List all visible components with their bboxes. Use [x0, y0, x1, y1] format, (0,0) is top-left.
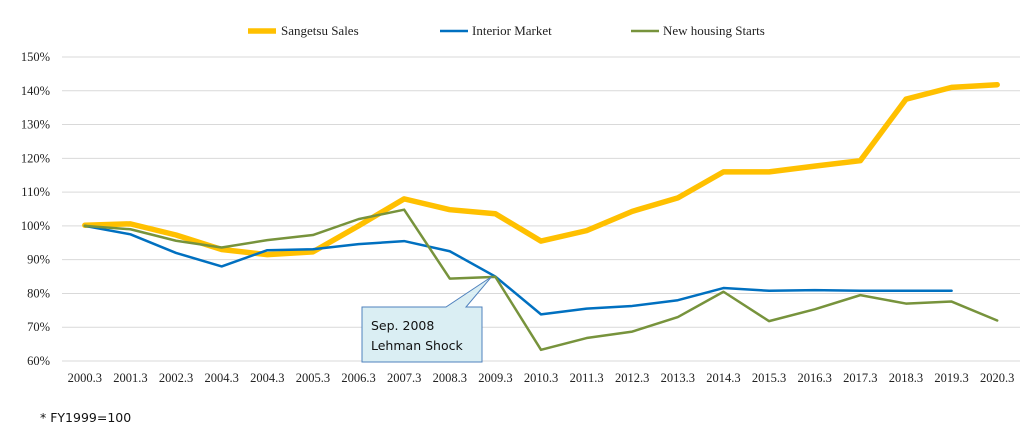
x-tick-label: 2007.3	[387, 371, 421, 385]
x-tick-label: 2018.3	[889, 371, 923, 385]
gridlines	[62, 56, 1020, 362]
x-tick-label: 2011.3	[570, 371, 604, 385]
series-line-new-housing-starts	[83, 208, 999, 352]
y-tick-label: 150%	[21, 50, 50, 64]
legend: Sangetsu Sales Interior Market New housing…	[248, 23, 765, 38]
y-tick-label: 70%	[27, 320, 50, 334]
footnote: * FY1999=100	[40, 410, 131, 425]
x-tick-label: 2002.3	[159, 371, 193, 385]
x-tick-label: 2000.3	[68, 371, 102, 385]
x-tick-label: 2004.3	[204, 371, 238, 385]
series-line-sangetsu-sales	[82, 81, 1000, 258]
series-line-interior-market	[83, 224, 953, 316]
x-tick-label: 2009.3	[478, 371, 512, 385]
x-tick-label: 2013.3	[661, 371, 695, 385]
callout-box	[361, 276, 492, 363]
y-tick-label: 100%	[21, 219, 50, 233]
x-tick-label: 2015.3	[752, 371, 786, 385]
y-axis-tick-labels: 60% 70% 80% 90% 100% 110% 120% 130% 140% 150%	[21, 50, 50, 368]
x-tick-label: 2006.3	[341, 371, 375, 385]
x-tick-label: 2017.3	[843, 371, 877, 385]
x-tick-label: 2014.3	[706, 371, 740, 385]
legend-label-new-housing-starts: New housing Starts	[663, 23, 765, 38]
y-tick-label: 110%	[21, 185, 50, 199]
x-tick-label: 2001.3	[113, 371, 147, 385]
x-tick-label: 2008.3	[433, 371, 467, 385]
x-tick-label: 2016.3	[798, 371, 832, 385]
callout-text: Lehman Shock	[371, 338, 463, 353]
series-lines	[82, 81, 1000, 352]
x-axis-tick-labels: 2000.3 2001.3 2002.3 2004.3 2004.3 2005.3 2006…	[68, 371, 1015, 385]
y-tick-label: 90%	[27, 253, 50, 267]
x-tick-label: 2012.3	[615, 371, 649, 385]
legend-label-interior-market: Interior Market	[472, 23, 552, 38]
y-tick-label: 130%	[21, 118, 50, 132]
lehman-shock-callout: Sep. 2008 Lehman Shock	[361, 276, 492, 363]
y-tick-label: 120%	[21, 151, 50, 165]
legend-label-sangetsu-sales: Sangetsu Sales	[281, 23, 359, 38]
x-tick-label: 2004.3	[250, 371, 284, 385]
x-tick-label: 2020.3	[980, 371, 1014, 385]
callout-text: Sep. 2008	[371, 318, 434, 333]
x-tick-label: 2010.3	[524, 371, 558, 385]
x-tick-label: 2005.3	[296, 371, 330, 385]
x-tick-label: 2019.3	[934, 371, 968, 385]
y-tick-label: 80%	[27, 286, 50, 300]
y-tick-label: 140%	[21, 84, 50, 98]
y-tick-label: 60%	[27, 354, 50, 368]
